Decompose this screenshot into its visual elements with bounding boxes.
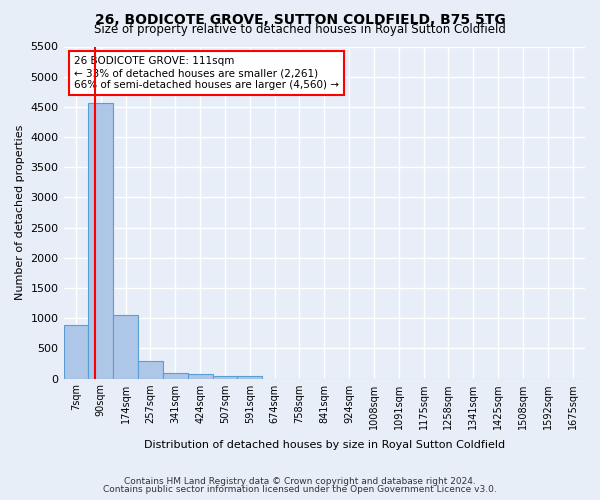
Y-axis label: Number of detached properties: Number of detached properties bbox=[15, 125, 25, 300]
Text: Size of property relative to detached houses in Royal Sutton Coldfield: Size of property relative to detached ho… bbox=[94, 22, 506, 36]
Bar bbox=[113, 314, 138, 378]
Text: 26, BODICOTE GROVE, SUTTON COLDFIELD, B75 5TG: 26, BODICOTE GROVE, SUTTON COLDFIELD, B7… bbox=[95, 12, 505, 26]
Bar bbox=[138, 361, 163, 378]
Text: 26 BODICOTE GROVE: 111sqm
← 33% of detached houses are smaller (2,261)
66% of se: 26 BODICOTE GROVE: 111sqm ← 33% of detac… bbox=[74, 56, 339, 90]
Bar bbox=[188, 374, 212, 378]
Bar bbox=[238, 376, 262, 378]
X-axis label: Distribution of detached houses by size in Royal Sutton Coldfield: Distribution of detached houses by size … bbox=[144, 440, 505, 450]
Text: Contains HM Land Registry data © Crown copyright and database right 2024.: Contains HM Land Registry data © Crown c… bbox=[124, 477, 476, 486]
Bar bbox=[88, 103, 113, 378]
Text: Contains public sector information licensed under the Open Government Licence v3: Contains public sector information licen… bbox=[103, 485, 497, 494]
Bar bbox=[64, 326, 88, 378]
Bar bbox=[163, 373, 188, 378]
Bar bbox=[212, 376, 238, 378]
